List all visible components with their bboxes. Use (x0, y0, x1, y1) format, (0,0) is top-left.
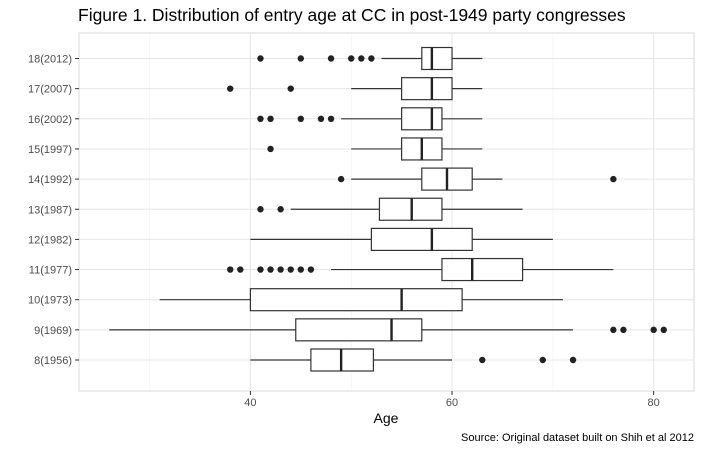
outlier-point (327, 55, 335, 62)
box-group (257, 197, 523, 221)
plot-panel (78, 32, 695, 392)
x-tick-label: 40 (244, 397, 256, 409)
box-iqr (401, 77, 453, 101)
box-group (257, 46, 483, 71)
outlier-point (297, 55, 305, 62)
outlier-point (660, 326, 667, 334)
outlier-point (307, 266, 315, 273)
box-iqr (249, 288, 463, 312)
box-group (337, 167, 617, 191)
x-axis: 40 60 80 (244, 391, 660, 409)
y-tick-label: 11(1977) (29, 265, 72, 277)
outlier-point (267, 115, 274, 123)
box-group (250, 348, 577, 372)
outlier-point (237, 266, 244, 273)
outlier-point (257, 266, 264, 273)
y-tick-label: 12(1982) (28, 234, 72, 246)
y-tick-label: 9(1969) (34, 325, 72, 337)
outlier-point (368, 55, 375, 62)
outlier-point (277, 266, 284, 273)
outlier-point (650, 326, 657, 334)
outlier-point (539, 356, 546, 364)
box-group (257, 107, 483, 131)
outlier-point (479, 356, 486, 364)
box-iqr (401, 107, 443, 131)
outlier-point (358, 55, 365, 62)
outlier-point (610, 326, 617, 334)
outlier-point (287, 85, 294, 92)
outlier-point (297, 115, 305, 123)
y-tick-label: 17(2007) (28, 84, 72, 96)
y-tick-label: 13(1987) (28, 204, 72, 216)
outlier-point (337, 175, 345, 183)
y-axis: 8(1956) 9(1969) 10(1973) 11(1977) 12(1982) 13… (28, 54, 79, 367)
chart-caption: Source: Original dataset built on Shih e… (461, 432, 694, 444)
outlier-point (227, 266, 234, 273)
outlier-point (267, 145, 274, 153)
box-group (227, 257, 614, 282)
box-iqr (441, 257, 524, 282)
outlier-point (327, 115, 335, 123)
y-tick-label: 14(1992) (28, 174, 72, 186)
box-group (109, 318, 667, 342)
box-iqr (370, 227, 473, 251)
outlier-point (610, 175, 617, 183)
outlier-point (569, 356, 577, 364)
y-tick-label: 16(2002) (28, 114, 72, 126)
outlier-point (620, 326, 627, 334)
box-marks (109, 46, 667, 372)
box-iqr (295, 318, 423, 342)
outlier-point (348, 55, 355, 62)
y-tick-label: 8(1956) (34, 355, 72, 367)
outlier-point (297, 266, 305, 273)
x-tick-label: 60 (446, 397, 458, 409)
outlier-point (267, 266, 274, 273)
outlier-point (257, 55, 264, 62)
box-group (159, 288, 563, 312)
box-group (227, 77, 483, 101)
outlier-point (257, 115, 264, 123)
chart-title: Figure 1. Distribution of entry age at C… (78, 5, 626, 25)
box-iqr (421, 46, 453, 71)
outlier-point (277, 206, 284, 213)
outlier-point (287, 266, 294, 273)
x-tick-label: 80 (648, 397, 660, 409)
y-tick-label: 15(1997) (28, 144, 72, 156)
outlier-point (227, 85, 234, 92)
outlier-point (257, 206, 264, 213)
outlier-point (317, 115, 325, 123)
y-tick-label: 18(2012) (28, 54, 72, 66)
box-group (267, 137, 483, 161)
box-group (250, 227, 553, 251)
x-axis-title: Age (374, 410, 399, 426)
y-tick-label: 10(1973) (28, 295, 72, 307)
